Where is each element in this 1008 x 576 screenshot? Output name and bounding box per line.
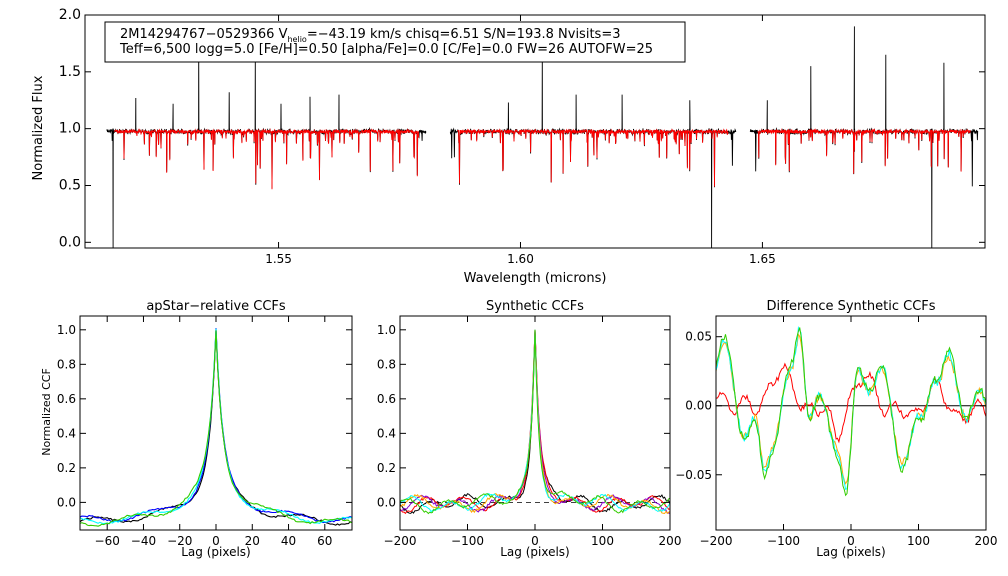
x-tick-label: 1.60 (507, 252, 534, 266)
synthetic-ccf-xlabel: Lag (pixels) (500, 545, 570, 559)
x-tick-label: 20 (245, 534, 260, 548)
y-tick-label: 1.0 (377, 323, 396, 337)
synthetic-ccf-line (399, 329, 671, 515)
apstar-ccf-xlabel: Lag (pixels) (181, 545, 251, 559)
diff-ccf-panel: −200 −100 0 100 200 −0.05 0.00 0.05 Difference … (675, 299, 997, 559)
diff-ccf-line (715, 325, 987, 491)
x-tick-label: −200 (700, 534, 733, 548)
y-tick-label: 0.5 (59, 177, 81, 193)
synthetic-ccf-line (399, 329, 671, 515)
x-tick-label: −20 (167, 534, 192, 548)
apstar-ccf-panel: −60 −40 −20 0 20 40 60 0.0 0.2 0.4 0.6 0.8 1.0 apSta… (40, 299, 353, 559)
spectrum-axes-frame (84, 14, 986, 249)
x-tick-label: 200 (659, 534, 682, 548)
apstar-ccf-axes-frame (79, 315, 353, 531)
x-tick-label: 0 (531, 534, 539, 548)
synthetic-ccf-lines (399, 329, 671, 515)
y-tick-label: 0.6 (57, 392, 76, 406)
y-tick-label: 0.8 (377, 357, 396, 371)
y-tick-label: 0.6 (377, 392, 396, 406)
y-tick-label: 0.2 (377, 461, 396, 475)
y-tick-label: 0.00 (685, 399, 712, 413)
y-tick-label: 1.0 (57, 323, 76, 337)
y-tick-label: 1.0 (59, 121, 81, 137)
synthetic-ccf-line (399, 329, 671, 514)
model-spectrum-line (757, 128, 971, 174)
x-tick-label: 0 (212, 534, 220, 548)
spectrum-panel: 1.55 1.60 1.65 0.0 0.5 1.0 1.5 2.0 2M14294767−0… (31, 7, 986, 286)
x-tick-label: −200 (384, 534, 417, 548)
synthetic-ccf-line (399, 329, 671, 513)
y-tick-label: 0.8 (57, 357, 76, 371)
diff-ccf-title: Difference Synthetic CCFs (766, 299, 935, 314)
y-tick-label: 0.05 (685, 330, 712, 344)
y-tick-label: 0.4 (57, 426, 76, 440)
diff-ccf-line (715, 327, 987, 497)
ccf-series-line (79, 330, 353, 526)
observed-spectrum-line (449, 49, 737, 249)
observed-spectrum-line (106, 43, 427, 249)
info-line-2: Teff=6,500 logg=5.0 [Fe/H]=0.50 [alpha/F… (119, 42, 653, 57)
spectrum-info-box (104, 21, 686, 63)
diff-ccf-xlabel: Lag (pixels) (816, 545, 886, 559)
x-tick-label: 0 (847, 534, 855, 548)
x-tick-label: −60 (95, 534, 120, 548)
y-tick-label: 2.0 (59, 7, 81, 23)
apstar-ccf-lines (79, 328, 353, 527)
info-line-1: 2M14294767−0529366 Vhelio=−43.19 km/s ch… (120, 27, 620, 44)
synthetic-ccf-panel: −200 −100 0 100 200 0.0 0.2 0.4 0.6 0.8 1.0 Synthe… (377, 299, 682, 559)
y-tick-label: 0.2 (57, 461, 76, 475)
synthetic-ccf-line (399, 329, 671, 515)
x-tick-label: 100 (907, 534, 930, 548)
diff-ccf-line (715, 362, 987, 444)
spectrum-ylabel: Normalized Flux (31, 75, 46, 180)
x-tick-label: −100 (767, 534, 800, 548)
y-tick-label: 0.0 (59, 234, 81, 250)
y-tick-label: 0.0 (377, 495, 396, 509)
spectrum-lines (106, 26, 979, 249)
diff-ccf-ticks: −200 −100 0 100 200 −0.05 0.00 0.05 (675, 316, 997, 548)
x-tick-label: 1.55 (265, 252, 292, 266)
model-spectrum-line (113, 128, 420, 190)
spectrum-ticks: 1.55 1.60 1.65 0.0 0.5 1.0 1.5 2.0 (59, 7, 985, 266)
x-tick-label: −100 (451, 534, 484, 548)
apstar-ccf-ylabel: Normalized CCF (40, 368, 53, 456)
ccf-series-line (79, 328, 353, 525)
x-tick-label: 40 (281, 534, 296, 548)
x-tick-label: 200 (975, 534, 998, 548)
model-spectrum-line (457, 128, 729, 187)
synthetic-ccf-title: Synthetic CCFs (486, 299, 584, 314)
ccf-series-line (79, 328, 353, 524)
ccf-series-line (79, 330, 353, 527)
x-tick-label: 60 (317, 534, 332, 548)
apstar-ccf-ticks: −60 −40 −20 0 20 40 60 0.0 0.2 0.4 0.6 0.8 1.0 (57, 316, 352, 548)
x-tick-label: −40 (131, 534, 156, 548)
y-tick-label: 0.0 (57, 495, 76, 509)
y-tick-label: 0.4 (377, 426, 396, 440)
synthetic-ccf-axes-frame (399, 315, 671, 531)
synthetic-ccf-line (399, 329, 671, 514)
synthetic-ccf-ticks: −200 −100 0 100 200 0.0 0.2 0.4 0.6 0.8 1.0 (377, 316, 682, 548)
x-tick-label: 1.65 (749, 252, 776, 266)
diff-ccf-lines (715, 325, 987, 497)
spectrum-xlabel: Wavelength (microns) (464, 271, 607, 286)
y-tick-label: −0.05 (675, 468, 712, 482)
y-tick-label: 1.5 (59, 64, 81, 80)
x-tick-label: 100 (591, 534, 614, 548)
apstar-ccf-title: apStar−relative CCFs (146, 299, 286, 314)
